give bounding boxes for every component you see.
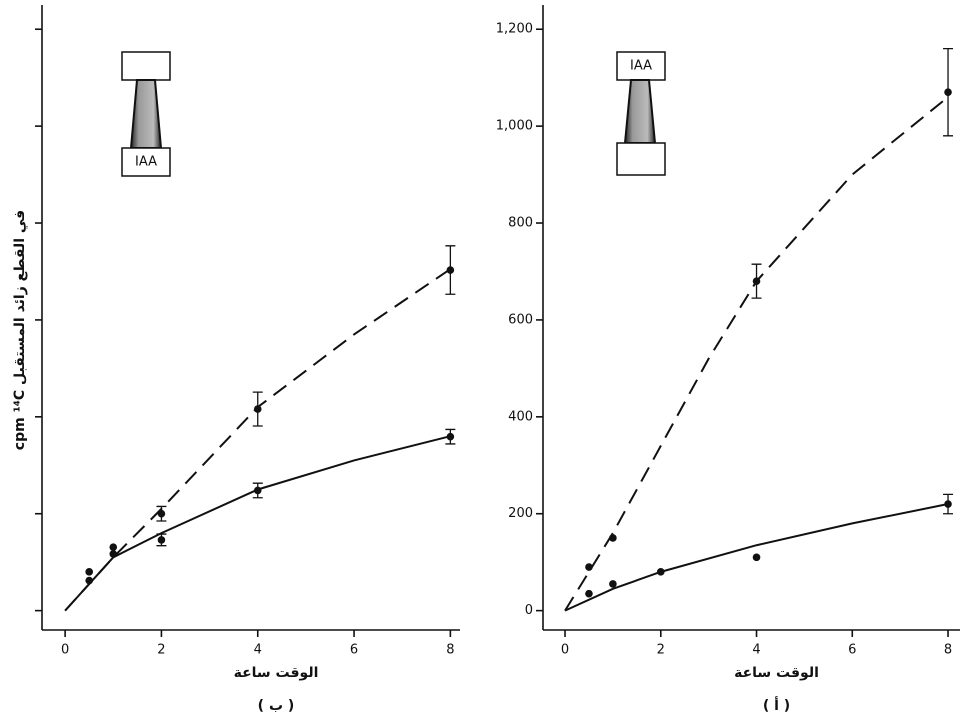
- data-point: [585, 563, 593, 571]
- fit-curve: [64, 268, 451, 612]
- x-tick-label: 4: [254, 643, 262, 658]
- inset-diagram: IAA: [121, 51, 171, 177]
- y-tick-label: 1,200: [496, 22, 533, 37]
- data-point: [944, 88, 952, 97]
- data-point: [253, 405, 262, 413]
- inset-diagram: IAA: [616, 51, 666, 176]
- data-point: [656, 568, 665, 576]
- x-tick-label: 6: [848, 643, 856, 658]
- x-tick-label: 8: [446, 643, 454, 658]
- x-tick-label: 0: [561, 643, 569, 658]
- y-tick-label: 0: [525, 603, 533, 618]
- y-tick-label: 1,000: [496, 119, 533, 134]
- x-tick-label: 2: [657, 643, 665, 658]
- inset-label: IAA: [135, 155, 157, 170]
- data-point: [446, 266, 455, 274]
- x-tick-label: 8: [944, 643, 952, 658]
- data-point: [944, 500, 952, 508]
- data-point: [752, 277, 761, 285]
- x-tick-label: 4: [752, 643, 760, 658]
- data-point: [85, 576, 93, 585]
- data-point: [446, 432, 455, 441]
- x-axis-label: الوقت ساعة: [234, 665, 319, 681]
- y-tick-label: 600: [508, 312, 533, 327]
- x-axis-label: الوقت ساعة: [734, 665, 819, 681]
- x-tick-label: 6: [350, 643, 358, 658]
- data-point: [109, 550, 118, 558]
- data-point: [253, 486, 262, 495]
- data-point: [609, 534, 617, 542]
- panel-label: ( ب ): [258, 698, 295, 714]
- data-point: [585, 589, 593, 598]
- data-point: [609, 580, 617, 588]
- x-tick-label: 2: [157, 643, 165, 658]
- inset-label: IAA: [630, 59, 652, 74]
- data-point: [752, 553, 761, 562]
- data-point: [85, 568, 93, 576]
- fit-curve: [564, 96, 949, 612]
- data-point: [157, 509, 166, 518]
- panel-label: ( أ ): [763, 696, 790, 714]
- y-tick-label: 400: [508, 409, 533, 424]
- data-point: [109, 543, 118, 551]
- y-axis-label: cpm ¹⁴C في القطع زائد المستقبل: [12, 210, 28, 450]
- x-tick-label: 0: [61, 643, 69, 658]
- y-tick-label: 200: [508, 506, 533, 521]
- data-point: [157, 536, 166, 544]
- y-tick-label: 800: [508, 216, 533, 231]
- fit-curve: [64, 435, 451, 612]
- fit-curve: [564, 503, 949, 612]
